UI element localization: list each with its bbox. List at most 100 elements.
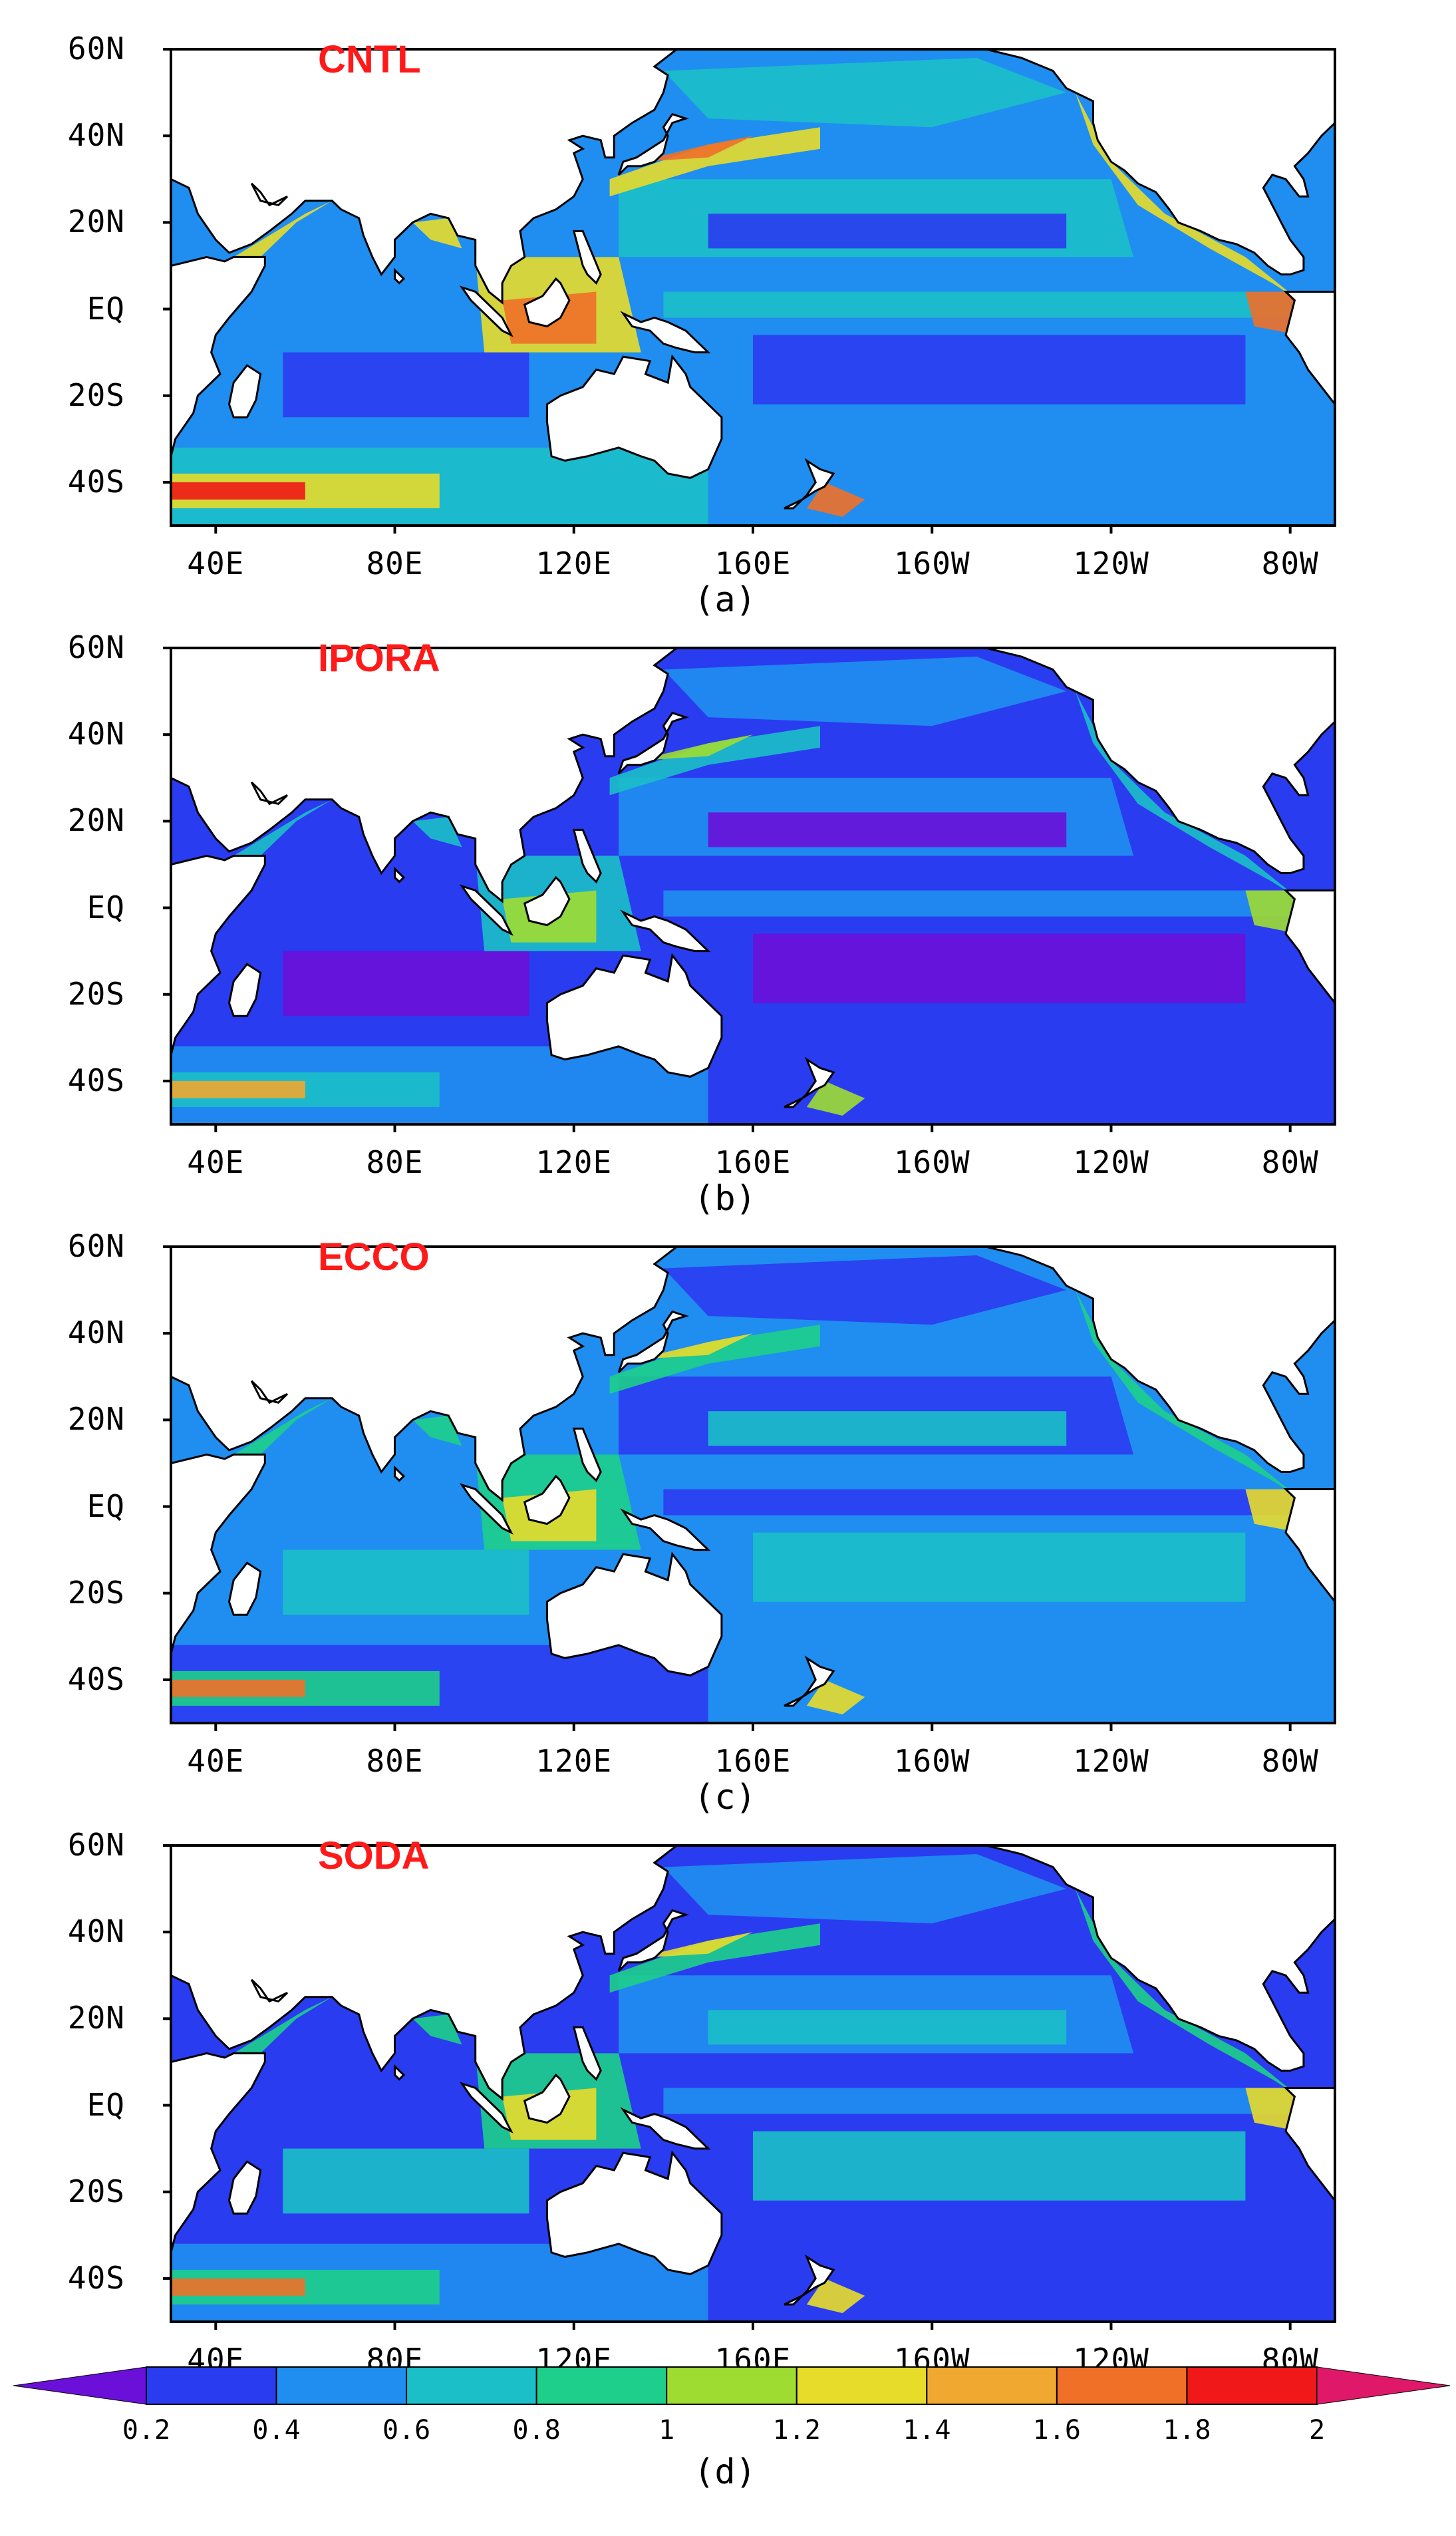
lon-label: 120E bbox=[535, 1144, 613, 1180]
colorbar-box bbox=[406, 2366, 537, 2405]
ocean-zone bbox=[283, 352, 529, 418]
lat-label: 20N bbox=[67, 802, 125, 839]
ocean-zone bbox=[283, 2148, 529, 2214]
lat-label: EQ bbox=[86, 2086, 125, 2123]
land-borneo bbox=[523, 875, 571, 927]
ocean-zone bbox=[637, 734, 753, 761]
ocean-zone bbox=[806, 1679, 865, 1714]
map-panel: 60N 40N 20N EQ 20S 40S 40E 80E 120E 160E 160W 120W 8… bbox=[0, 0, 1456, 620]
land-australia bbox=[545, 953, 723, 1078]
lon-label: 80E bbox=[366, 1743, 424, 1779]
ocean-zone bbox=[663, 291, 1290, 318]
lon-label: 120E bbox=[535, 1743, 613, 1779]
ocean-zone bbox=[609, 127, 820, 197]
ocean-zone bbox=[806, 2278, 865, 2313]
land-philippines bbox=[572, 2026, 602, 2081]
lat-label: 40S bbox=[67, 2259, 125, 2296]
land-japan bbox=[617, 112, 689, 176]
model-label: ECCO bbox=[318, 1235, 430, 1279]
lat-label: 20N bbox=[67, 2000, 125, 2036]
colorbar-tick-label: 0.2 bbox=[122, 2415, 171, 2446]
lat-label: 20N bbox=[67, 204, 125, 240]
ocean-zone bbox=[708, 812, 1067, 848]
lat-label: 40N bbox=[67, 1913, 125, 1950]
lon-label: 80W bbox=[1261, 1144, 1319, 1180]
map-canvas bbox=[163, 1245, 1336, 1731]
lon-label: 160E bbox=[714, 1144, 792, 1180]
land-arabia_gulf bbox=[250, 182, 289, 207]
ocean-zone bbox=[708, 214, 1067, 249]
land-asia bbox=[171, 648, 679, 903]
land-arabia_gulf bbox=[250, 781, 289, 806]
lon-label: 40E bbox=[187, 1144, 245, 1180]
lat-label: 60N bbox=[67, 31, 125, 67]
land-philippines bbox=[572, 828, 602, 883]
lon-label: 120W bbox=[1073, 1144, 1149, 1180]
land-sumatra bbox=[459, 884, 513, 936]
land-australia bbox=[545, 2150, 723, 2275]
lat-label: 20N bbox=[67, 1401, 125, 1438]
land-srilanka bbox=[394, 2064, 406, 2081]
colorbar-under-arrow bbox=[13, 2366, 147, 2405]
lat-label: 40N bbox=[67, 1315, 125, 1351]
ocean-zone bbox=[753, 933, 1246, 1003]
land-nz bbox=[784, 2254, 835, 2306]
colorbar-box bbox=[926, 2366, 1058, 2405]
land-philippines bbox=[572, 1427, 602, 1482]
land-sumatra bbox=[459, 285, 513, 337]
land-sumatra bbox=[459, 1483, 513, 1535]
colorbar-over-arrow bbox=[1316, 2366, 1451, 2405]
lat-label: 20S bbox=[67, 975, 125, 1012]
colorbar-box bbox=[275, 2366, 408, 2405]
land-samerica bbox=[1283, 889, 1335, 1124]
land-japan bbox=[617, 711, 689, 774]
ocean-zone bbox=[753, 335, 1246, 404]
model-label: SODA bbox=[318, 1834, 430, 1877]
land-philippines bbox=[572, 230, 602, 285]
ocean-zone bbox=[637, 1333, 753, 1360]
ocean-zone bbox=[283, 1549, 529, 1615]
land-madagascar bbox=[227, 364, 262, 418]
lat-label: 20S bbox=[67, 2173, 125, 2209]
ocean-zone bbox=[609, 1325, 820, 1394]
lon-label: 80E bbox=[366, 546, 424, 581]
colorbar-tick-label: 0.8 bbox=[512, 2415, 561, 2446]
land-nz bbox=[784, 1056, 835, 1108]
map-canvas bbox=[163, 48, 1336, 534]
colorbar-box bbox=[1186, 2366, 1318, 2405]
land-arabia_gulf bbox=[250, 1380, 289, 1404]
lon-label: 160W bbox=[893, 1144, 970, 1180]
lon-label: 40E bbox=[187, 1743, 245, 1779]
land-nz bbox=[784, 458, 835, 510]
lon-label: 80W bbox=[1261, 546, 1319, 581]
ocean-zone bbox=[283, 951, 529, 1017]
lon-label: 160E bbox=[714, 1743, 792, 1779]
ocean-zone bbox=[609, 726, 820, 796]
colorbar bbox=[13, 2366, 1451, 2405]
land-asia bbox=[171, 49, 679, 305]
land-madagascar bbox=[227, 963, 262, 1017]
land-srilanka bbox=[394, 866, 406, 883]
land-namerica bbox=[932, 1845, 1335, 2072]
land-namerica bbox=[932, 648, 1335, 874]
lon-label: 160W bbox=[893, 546, 970, 581]
land-madagascar bbox=[227, 1561, 262, 1616]
ocean-zone bbox=[663, 1255, 1067, 1325]
land-namerica bbox=[932, 1247, 1335, 1473]
lat-label: 40N bbox=[67, 716, 125, 752]
ocean-zone bbox=[412, 2014, 462, 2045]
ocean-zone bbox=[171, 2278, 305, 2296]
lat-label: 60N bbox=[67, 1827, 125, 1863]
colorbar-panel-letter: (d) bbox=[694, 2452, 756, 2492]
map-canvas bbox=[163, 1844, 1336, 2330]
lat-label: 40S bbox=[67, 1062, 125, 1098]
ocean-zone bbox=[1245, 1489, 1300, 1533]
land-asia bbox=[171, 1247, 679, 1502]
ocean-zone bbox=[1245, 291, 1300, 335]
lat-label: 20S bbox=[67, 377, 125, 413]
map-canvas bbox=[163, 647, 1336, 1132]
colorbar-tick-label: 2 bbox=[1308, 2415, 1326, 2446]
lon-label: 160E bbox=[714, 546, 792, 581]
panel-letter: (a) bbox=[694, 580, 756, 620]
land-japan bbox=[617, 1909, 689, 1972]
